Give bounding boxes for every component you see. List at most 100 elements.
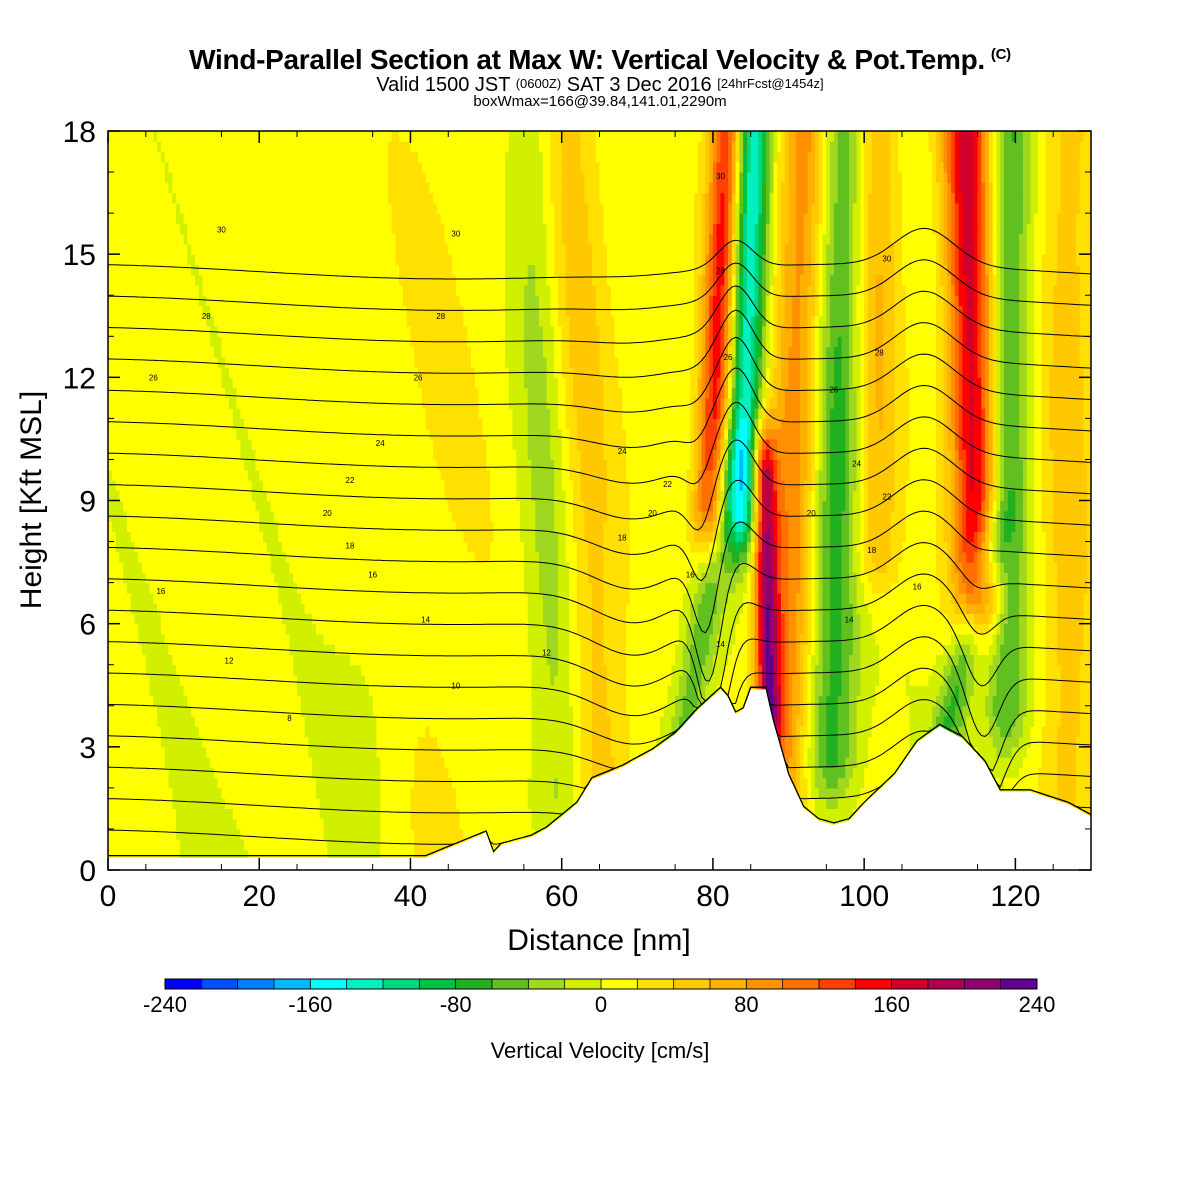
velocity-cell xyxy=(278,654,283,666)
velocity-cell xyxy=(157,315,162,327)
velocity-cell xyxy=(206,428,211,440)
velocity-cell xyxy=(297,828,302,840)
velocity-cell xyxy=(353,633,359,645)
velocity-cell xyxy=(342,449,347,461)
velocity-cell xyxy=(255,479,260,491)
velocity-cell xyxy=(240,459,245,471)
velocity-cell xyxy=(361,449,366,461)
velocity-cell xyxy=(115,644,120,656)
velocity-cell xyxy=(142,777,147,789)
velocity-cell xyxy=(168,274,173,286)
velocity-cell xyxy=(111,172,117,183)
velocity-cell xyxy=(331,695,336,707)
velocity-cell xyxy=(278,767,283,779)
velocity-cell xyxy=(126,777,132,789)
velocity-cell xyxy=(338,213,344,224)
velocity-cell xyxy=(134,726,139,738)
velocity-cell xyxy=(240,541,245,553)
velocity-cell xyxy=(304,182,309,194)
velocity-cell xyxy=(111,818,117,830)
velocity-cell xyxy=(111,367,117,378)
velocity-cell xyxy=(111,223,117,235)
velocity-cell xyxy=(278,223,283,235)
velocity-cell xyxy=(342,387,347,399)
velocity-cell xyxy=(327,151,332,163)
velocity-cell xyxy=(108,274,113,286)
velocity-cell xyxy=(142,418,147,430)
velocity-cell xyxy=(210,582,215,594)
velocity-cell xyxy=(244,603,249,614)
velocity-cell xyxy=(312,705,317,717)
velocity-cell xyxy=(323,828,328,840)
velocity-cell xyxy=(315,777,321,789)
velocity-cell xyxy=(251,818,257,830)
velocity-cell xyxy=(142,705,147,717)
velocity-cell xyxy=(157,623,162,635)
velocity-cell xyxy=(263,664,268,676)
velocity-cell xyxy=(134,408,139,419)
velocity-cell xyxy=(357,746,362,758)
velocity-cell xyxy=(111,562,117,573)
velocity-cell xyxy=(198,521,204,532)
velocity-cell xyxy=(142,490,147,502)
velocity-cell xyxy=(293,151,298,163)
velocity-cell xyxy=(349,182,355,194)
velocity-cell xyxy=(160,326,166,337)
velocity-cell xyxy=(334,664,340,676)
velocity-cell xyxy=(130,500,136,512)
velocity-cell xyxy=(285,541,291,553)
velocity-cell xyxy=(119,582,124,594)
velocity-cell xyxy=(123,623,128,635)
velocity-cell xyxy=(289,449,294,461)
velocity-cell xyxy=(240,192,245,204)
velocity-cell xyxy=(342,541,347,553)
velocity-cell xyxy=(217,777,223,789)
velocity-cell xyxy=(263,295,268,307)
velocity-cell xyxy=(251,305,257,317)
velocity-cell xyxy=(278,818,283,830)
velocity-cell xyxy=(172,828,177,840)
velocity-cell xyxy=(346,438,351,450)
velocity-cell xyxy=(119,572,124,584)
velocity-cell xyxy=(115,726,120,738)
velocity-cell xyxy=(357,223,362,235)
velocity-cell xyxy=(179,490,185,502)
velocity-cell xyxy=(361,787,366,799)
velocity-cell xyxy=(138,469,143,481)
velocity-cell xyxy=(357,418,362,430)
velocity-cell xyxy=(334,521,340,532)
velocity-cell xyxy=(130,674,136,686)
velocity-cell xyxy=(145,644,151,656)
velocity-cell xyxy=(213,592,219,604)
velocity-cell xyxy=(160,674,166,686)
velocity-cell xyxy=(312,541,317,553)
velocity-cell xyxy=(134,562,139,573)
velocity-cell xyxy=(202,674,207,686)
velocity-cell xyxy=(134,521,139,532)
velocity-cell xyxy=(115,808,120,820)
velocity-cell xyxy=(194,654,200,666)
velocity-cell xyxy=(240,531,245,543)
velocity-cell xyxy=(334,243,340,255)
velocity-cell xyxy=(228,151,234,163)
velocity-cell xyxy=(289,726,294,738)
velocity-cell xyxy=(244,469,249,481)
velocity-cell xyxy=(191,767,196,779)
velocity-cell xyxy=(240,582,245,594)
velocity-cell xyxy=(368,746,374,758)
velocity-cell xyxy=(108,418,113,430)
velocity-cell xyxy=(312,469,317,481)
velocity-cell xyxy=(251,582,257,594)
velocity-cell xyxy=(323,839,328,851)
velocity-cell xyxy=(206,787,211,799)
velocity-cell xyxy=(187,736,192,748)
velocity-cell xyxy=(304,633,309,645)
velocity-cell xyxy=(115,623,120,635)
velocity-cell xyxy=(357,633,362,645)
velocity-cell xyxy=(259,839,264,851)
velocity-cell xyxy=(119,336,124,348)
velocity-cell xyxy=(228,356,234,368)
velocity-cell xyxy=(274,654,279,666)
velocity-cell xyxy=(240,746,245,758)
velocity-cell xyxy=(308,746,313,758)
